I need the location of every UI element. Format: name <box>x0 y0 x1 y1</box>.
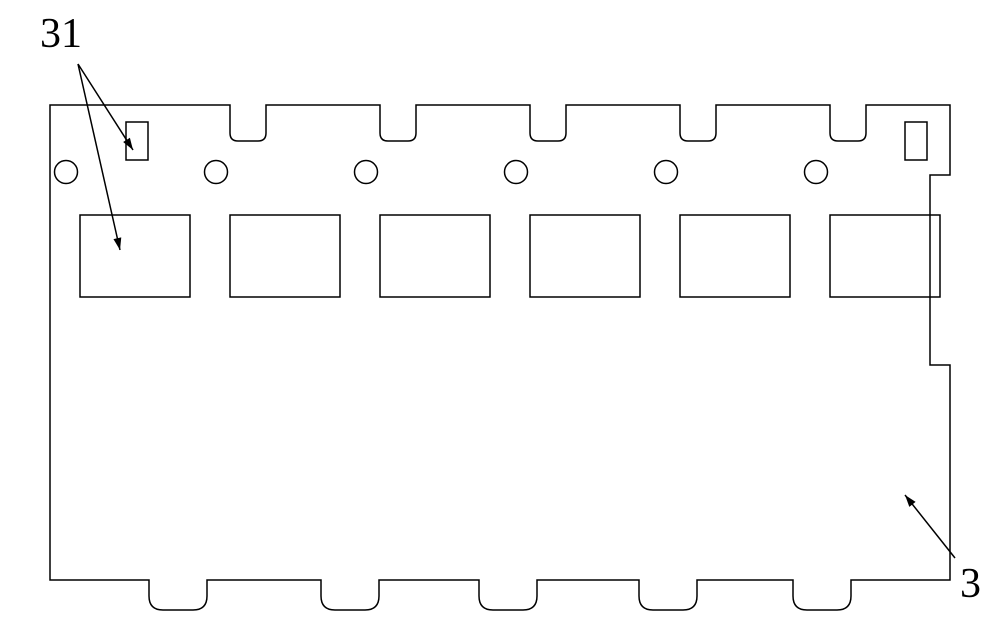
leader-31-to-big-rect-arrow <box>113 237 121 250</box>
hole-5 <box>805 161 828 184</box>
hole-1 <box>205 161 228 184</box>
small-slot-1 <box>905 122 927 160</box>
component-outline <box>50 105 950 610</box>
window-3 <box>530 215 640 297</box>
hole-0 <box>55 161 78 184</box>
window-1 <box>230 215 340 297</box>
window-5 <box>830 215 940 297</box>
label-31: 31 <box>40 10 82 58</box>
leader-31-to-small-rect <box>78 64 133 150</box>
window-2 <box>380 215 490 297</box>
window-4 <box>680 215 790 297</box>
leader-3-to-outline-arrow <box>905 495 916 507</box>
leader-3-to-outline <box>905 495 955 558</box>
window-0 <box>80 215 190 297</box>
label-3: 3 <box>960 560 981 608</box>
leader-31-to-big-rect <box>78 64 120 250</box>
hole-2 <box>355 161 378 184</box>
leader-31-to-small-rect-arrow <box>123 138 133 150</box>
hole-4 <box>655 161 678 184</box>
hole-3 <box>505 161 528 184</box>
